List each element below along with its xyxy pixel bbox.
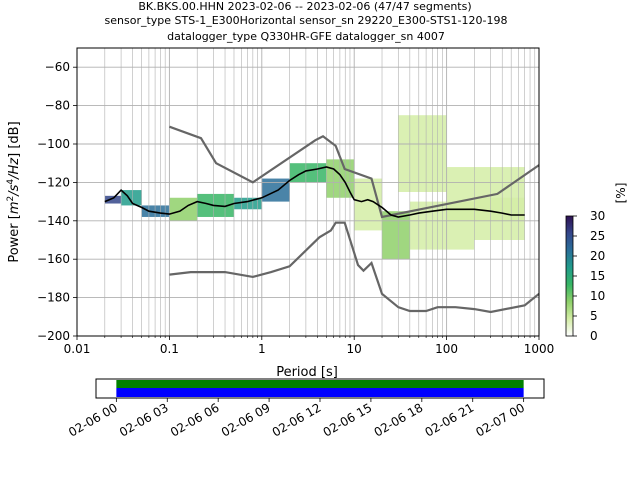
mean-curve	[104, 166, 525, 218]
y-axis-ticks: −200 −180 −160 −140 −120 −100 −80 −60	[37, 60, 77, 343]
density-band	[398, 115, 447, 192]
y-tick-label: −60	[45, 60, 70, 74]
x-tick-label: 1000	[524, 342, 555, 356]
plot-frame	[76, 47, 540, 337]
y-label-part-1: Power [	[7, 214, 22, 263]
x-tick-label: 10	[347, 342, 362, 356]
y-tick-label: −140	[37, 214, 70, 228]
timeline-tick-label: 02-07 00	[473, 400, 527, 439]
grid	[76, 48, 540, 337]
noise-model-high-curve	[169, 125, 540, 219]
density-band	[141, 205, 170, 217]
density-band	[104, 195, 122, 204]
colorbar-tick-label: 0	[590, 329, 598, 343]
timeline-tick-label: 02-06 21	[423, 400, 477, 439]
y-label-part-7: ] [dB]	[7, 121, 22, 158]
x-tick-label: 0.01	[64, 342, 91, 356]
timeline-tick-label: 02-06 00	[66, 400, 120, 439]
density-band	[474, 197, 525, 240]
y-label-part-3: 2	[6, 196, 16, 202]
x-axis-label: Period [s]	[276, 365, 338, 380]
y-label-part-4: /s	[7, 184, 22, 196]
colorbar-tick-label: 25	[590, 229, 605, 243]
y-tick-label: −160	[37, 252, 70, 266]
noise-model-low-curve	[169, 221, 540, 314]
x-tick-label: 1	[258, 342, 266, 356]
timeline-tick-label: 02-06 18	[372, 400, 426, 439]
y-tick-label: −80	[45, 99, 70, 113]
density-band	[233, 197, 262, 210]
y-tick-label: −120	[37, 175, 70, 189]
x-tick-label: 0.1	[160, 342, 179, 356]
x-axis-ticks: 0.01 0.1 1 10 100 1000	[64, 336, 555, 356]
timeline-tick-label: 02-06 06	[168, 400, 222, 439]
ppsd-plot: 0.01 0.1 1 10 100 1000 −200 −180 −160 −140 −120 −1…	[6, 47, 555, 380]
timeline-tick-label: 02-06 09	[219, 400, 273, 439]
coverage-bar-blue	[116, 388, 524, 397]
timeline-tick-label: 02-06 15	[321, 400, 375, 439]
colorbar-tick-label: 10	[590, 289, 605, 303]
y-tick-label: −100	[37, 137, 70, 151]
timeline-tick-label: 02-06 03	[117, 400, 171, 439]
y-tick-label: −180	[37, 291, 70, 305]
colorbar-ticks: 0 5 10 15 20 25 30	[573, 209, 605, 343]
density-band	[289, 163, 327, 183]
title-line-1: BK.BKS.00.HHN 2023-02-06 -- 2023-02-06 (…	[138, 0, 471, 13]
title-line-2: sensor_type STS-1_E300Horizontal sensor_…	[105, 14, 508, 27]
x-tick-label: 100	[435, 342, 458, 356]
title-line-3: datalogger_type Q330HR-GFE datalogger_sn…	[167, 30, 445, 43]
title: BK.BKS.00.HHN 2023-02-06 -- 2023-02-06 (…	[105, 0, 508, 43]
coverage-bar-green	[116, 380, 524, 388]
colorbar-label: [%]	[614, 183, 628, 204]
colorbar-tick-label: 15	[590, 269, 605, 283]
density-band	[382, 211, 410, 260]
colorbar-tick-label: 30	[590, 209, 605, 223]
y-axis-label: Power [m2/s4/Hz] [dB]	[6, 121, 22, 262]
y-label-part-5: 4	[6, 179, 16, 185]
colorbar-gradient	[565, 215, 574, 337]
noise-model-curves	[169, 125, 540, 314]
colorbar-tick-label: 20	[590, 249, 605, 263]
y-tick-label: −200	[37, 329, 70, 343]
density-band	[261, 178, 290, 202]
timeline-tick-label: 02-06 12	[270, 400, 324, 439]
mean-curve-layer	[104, 166, 525, 218]
colorbar-tick-label: 5	[590, 309, 598, 323]
y-label-part-2: m	[7, 201, 22, 214]
y-label-part-6: /Hz	[7, 157, 22, 180]
colorbar: 0 5 10 15 20 25 30 [%]	[565, 183, 628, 343]
